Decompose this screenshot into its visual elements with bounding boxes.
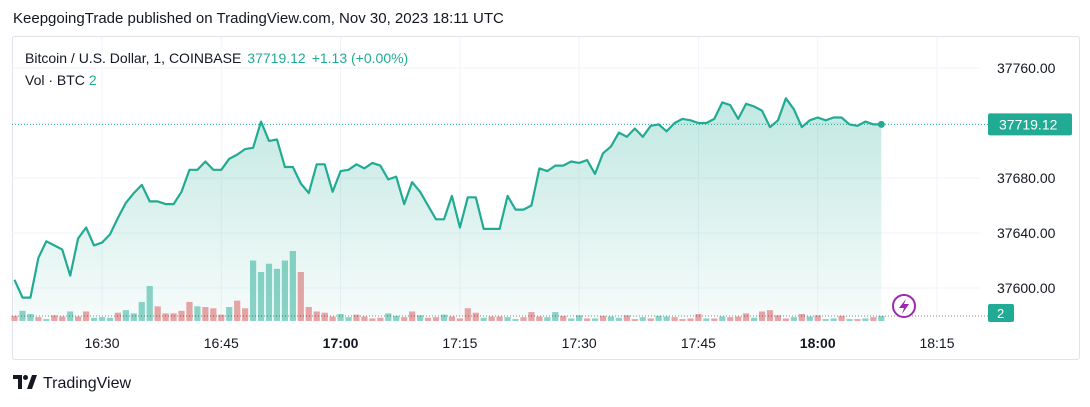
x-tick-label: 17:15	[442, 335, 477, 351]
y-tick-label: 37680.00	[997, 170, 1056, 186]
x-tick-label: 18:15	[919, 335, 954, 351]
volume-bar	[43, 319, 50, 321]
volume-bar	[512, 319, 519, 321]
lightning-icon[interactable]	[892, 294, 916, 318]
volume-bar	[846, 319, 853, 321]
last-price-dot	[877, 120, 885, 128]
chart-frame	[12, 36, 1080, 360]
volume-tag: 2	[988, 304, 1014, 322]
x-tick-label: 17:30	[562, 335, 597, 351]
brand-name: TradingView	[43, 375, 132, 392]
last-price-tag: 37719.12	[988, 113, 1072, 136]
price-change: +1.13 (+0.00%)	[311, 50, 409, 66]
last-price-value: 37719.12	[247, 50, 306, 66]
volume-bar	[679, 319, 686, 321]
price-axis: 37760.00 37680.00 37640.00 37600.00	[997, 60, 1056, 296]
volume-bar	[878, 315, 885, 321]
x-tick-label: 17:00	[323, 335, 359, 351]
y-tick-label: 37760.00	[997, 60, 1056, 76]
tradingview-logo-icon	[13, 374, 37, 394]
svg-text:2: 2	[997, 306, 1004, 321]
publish-caption: KeepgoingTrade published on TradingView.…	[13, 10, 504, 27]
volume-bar	[854, 319, 861, 321]
svg-text:37719.12: 37719.12	[999, 116, 1058, 132]
chart-legend: Bitcoin / U.S. Dollar, 1, COINBASE 37719.…	[25, 48, 408, 68]
time-axis: 16:30 16:45 17:00 17:15 17:30 17:45 18:00 18:15	[84, 335, 954, 351]
x-tick-label: 18:00	[800, 335, 836, 351]
symbol-title: Bitcoin / U.S. Dollar, 1, COINBASE	[25, 50, 242, 66]
volume-value: 2	[88, 72, 97, 88]
y-tick-label: 37600.00	[997, 280, 1056, 296]
x-tick-label: 16:30	[84, 335, 119, 351]
price-line	[13, 97, 882, 299]
x-tick-label: 16:45	[204, 335, 239, 351]
volume-legend: Vol · BTC 2	[25, 70, 97, 90]
volume-bar	[822, 319, 829, 321]
volume-label: Vol · BTC	[25, 72, 85, 88]
tradingview-logo[interactable]: TradingView	[13, 374, 131, 394]
volume-bar	[631, 319, 638, 321]
x-tick-label: 17:45	[681, 335, 716, 351]
y-tick-label: 37640.00	[997, 225, 1056, 241]
